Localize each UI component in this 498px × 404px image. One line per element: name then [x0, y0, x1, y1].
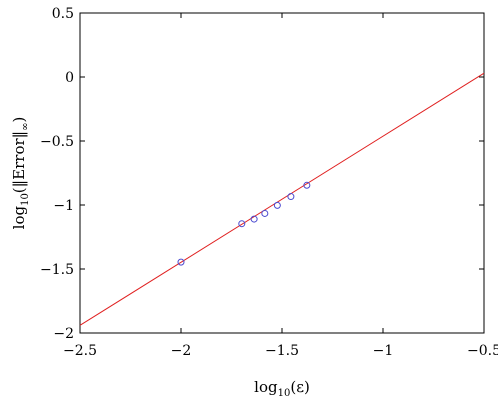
x-tick-label: −1	[373, 343, 394, 359]
data-point	[273, 201, 281, 209]
series-layer	[79, 72, 485, 326]
data-point	[177, 258, 185, 266]
x-axis-label: log10(ε)	[254, 378, 310, 399]
y-tick-label: −1.5	[40, 262, 74, 278]
x-axis-label-base: log	[254, 378, 278, 396]
x-tick-label: −1.5	[265, 343, 299, 359]
data-point	[287, 193, 295, 201]
y-tick-label: 0	[65, 70, 74, 86]
y-tick-label: 0.5	[52, 6, 74, 22]
y-axis-label-base: log	[10, 206, 28, 230]
x-tick-label: −0.5	[467, 343, 498, 359]
y-tick-label: −2	[53, 326, 74, 342]
data-point	[250, 215, 258, 223]
y-axis-label-arg: (‖Error‖	[10, 131, 28, 193]
data-point	[303, 181, 311, 189]
y-axis-label-sub: 10	[20, 193, 31, 206]
y-axis-ticks: −2 −1.5 −1 −0.5 0 0.5	[40, 6, 484, 342]
y-axis-label-close: )	[10, 117, 28, 123]
x-tick-label: −2.5	[63, 343, 97, 359]
y-axis-label: log10(‖Error‖∞)	[10, 117, 31, 230]
data-point	[238, 220, 246, 228]
y-axis-label-arg-sub: ∞	[20, 123, 31, 131]
data-point	[261, 209, 269, 217]
fit-line	[79, 72, 485, 326]
x-axis-label-arg: (ε)	[290, 378, 309, 396]
y-tick-label: −0.5	[40, 134, 74, 150]
x-axis-label-sub: 10	[278, 388, 291, 399]
x-axis-ticks: −2.5 −2 −1.5 −1 −0.5	[63, 13, 498, 359]
x-tick-label: −2	[171, 343, 192, 359]
plot-area	[79, 12, 485, 334]
y-tick-label: −1	[53, 198, 74, 214]
